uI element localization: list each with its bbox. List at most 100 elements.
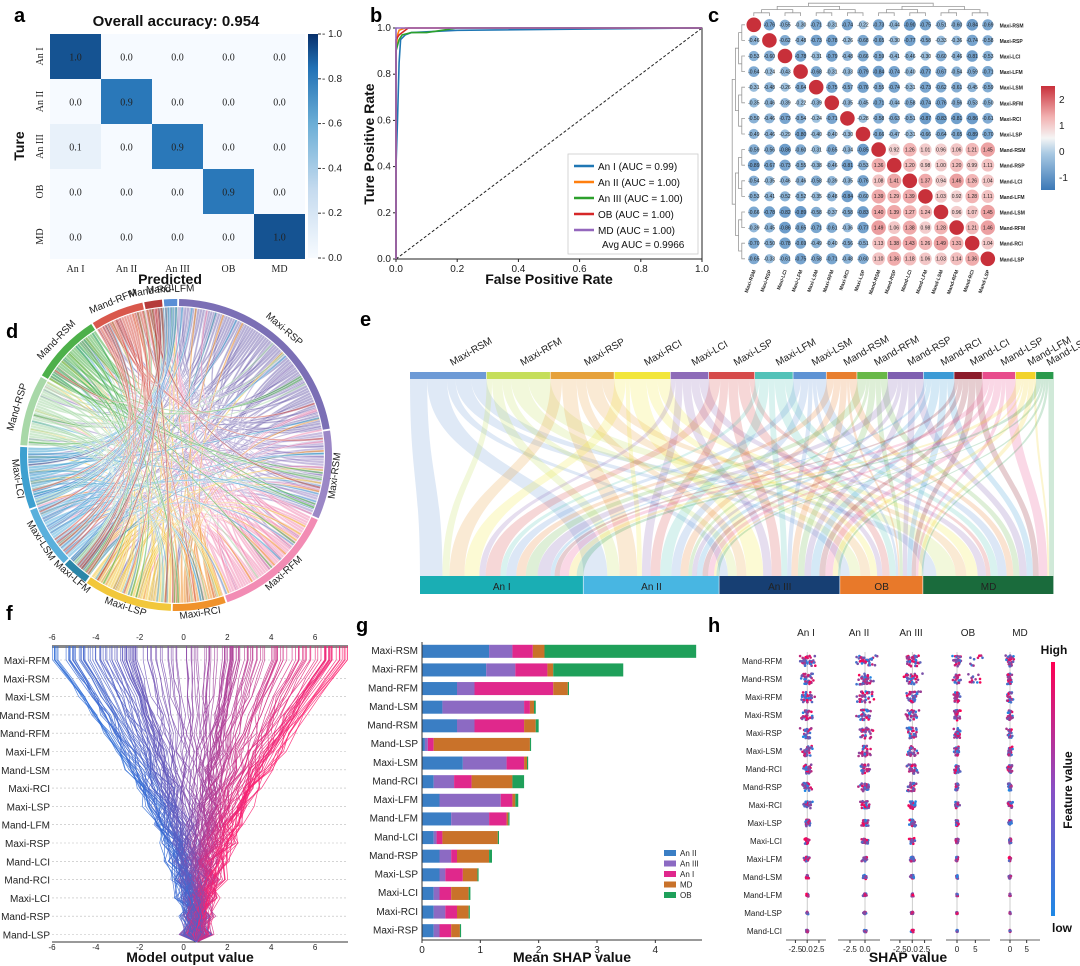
beeswarm-point [905,657,909,660]
correlation-value: 1.00 [936,163,946,169]
beeswarm-point [805,698,809,702]
sankey-flow [907,379,948,576]
beeswarm-point [813,695,816,699]
correlation-value: -0.48 [795,38,807,44]
sankey-flow [641,379,683,576]
correlation-value: -0.81 [842,163,854,169]
sankey-target-node [719,576,840,594]
correlation-cell [903,252,917,266]
beeswarm-point [914,662,917,665]
confusion-ylabel: Ture [11,131,27,161]
beeswarm-point [801,700,805,704]
confusion-cell [50,169,101,214]
decision-line [99,646,197,943]
shap-bar-segment [445,905,457,919]
correlation-cell [965,142,979,157]
correlation-cell [858,97,868,108]
correlation-value: -0.56 [842,241,854,247]
beeswarm-point [809,696,813,700]
confusion-cell-label: 0.0 [69,98,82,109]
correlation-cell [764,176,775,186]
correlation-cell [887,204,902,220]
beeswarm-point [867,767,870,771]
sankey-flow [464,379,626,576]
decision-line [135,646,206,943]
correlation-value: -0.58 [810,210,822,216]
decision-line [186,646,239,943]
shap-bar-segment [567,682,569,696]
beeswarm-point [1008,658,1012,661]
sankey-flow [716,379,1044,576]
correlation-cell [871,189,886,204]
correlation-value: -0.33 [935,38,947,44]
chord-ribbon [28,306,178,467]
beeswarm-point [907,682,911,685]
panel-label-e: e [360,309,371,331]
sankey-flow [768,379,788,576]
roc-legend-label: OB (AUC = 1.00) [598,210,674,221]
correlation-cell [795,175,806,186]
panel-label-a: a [14,5,26,27]
beeswarm-point [914,713,917,716]
correlation-row-label: Maxi-RCI [1000,117,1022,123]
chord-ribbon [100,521,231,594]
beeswarm-point [1010,801,1014,805]
correlation-cell [794,128,807,140]
correlation-value: 0.96 [936,147,946,153]
decision-xlabel: Model output value [126,949,254,965]
beeswarm-point [806,821,810,824]
row-dendrogram [731,24,745,260]
confusion-cell-label: 0.0 [120,233,133,244]
correlation-cell [950,112,963,125]
confusion-cell [254,124,305,169]
shap-bar-segment [477,868,479,882]
correlation-cell [887,189,902,204]
correlation-value: -0.84 [873,69,885,75]
correlation-value: -0.68 [810,69,822,75]
correlation-cell [857,50,869,62]
correlation-cell [934,220,948,235]
beeswarm-point [1010,753,1013,757]
correlation-cell [795,159,806,171]
beeswarm-high: High [1041,643,1068,657]
beeswarm-point [865,691,869,694]
beeswarm-point [808,751,811,754]
beeswarm-point [804,715,807,718]
shap-bar-category: Maxi-RCI [376,907,418,918]
beeswarm-point [806,784,809,788]
correlation-value: -0.41 [888,54,900,60]
beeswarm-point [908,690,912,694]
beeswarm-point [956,912,959,915]
correlation-col-label: Maxi-RSP [760,269,774,293]
beeswarm-point [806,662,809,665]
sankey-flow [506,379,802,576]
correlation-cell [933,235,949,251]
shap-bar-category: Mand-LFM [370,814,418,825]
sankey-flow [410,379,443,576]
correlation-cell [826,222,838,233]
shap-bar-category: Maxi-LCI [378,888,418,899]
beeswarm-tick-label: -2.5 [843,945,857,954]
sankey-flow [502,379,737,576]
shap-bar-segment [462,756,507,770]
roc-line [395,27,702,259]
correlation-value: -0.53 [966,101,978,107]
beeswarm-point [906,709,909,712]
confusion-xtick: An III [165,264,190,275]
sankey-target-label: MD [981,582,997,593]
beeswarm-point [911,893,915,897]
confusion-cell-label: 0.9 [222,188,235,199]
beeswarm-point [908,748,912,752]
correlation-value: -0.24 [810,116,822,122]
beeswarm-point [976,656,980,660]
correlation-value: -0.39 [779,101,791,107]
correlation-value: 0.92 [952,194,962,200]
roc-xtick-label: 1.0 [695,264,709,275]
beeswarm-point [864,734,867,737]
correlation-cell [748,253,760,265]
beeswarm-point [1008,714,1012,717]
beeswarm-point [912,698,915,701]
correlation-value: -0.46 [764,116,776,122]
correlation-value: 1.21 [967,225,977,231]
correlation-cell [965,189,980,204]
